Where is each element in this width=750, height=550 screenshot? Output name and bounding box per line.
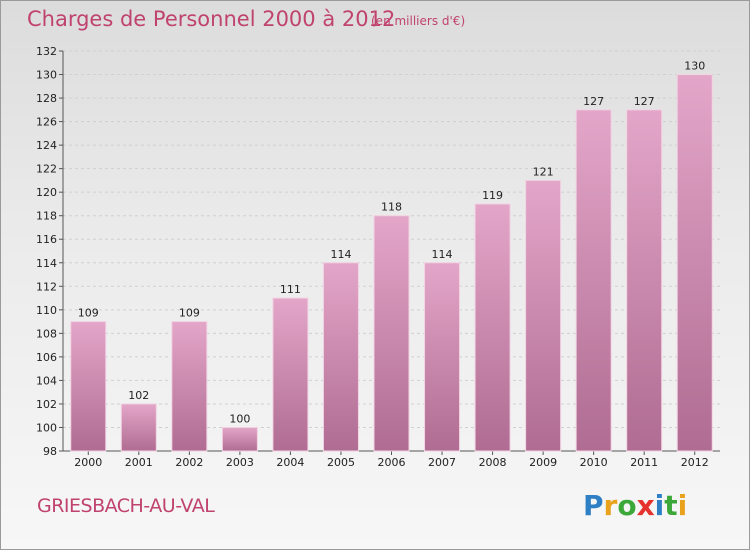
logo-letter: t — [664, 489, 678, 522]
logo-letter: i — [654, 489, 665, 522]
x-tick-label: 2004 — [276, 456, 304, 469]
chart-subtitle: (en milliers d'€) — [371, 14, 466, 28]
bar-2009[interactable] — [525, 179, 562, 452]
data-label: 127 — [634, 95, 655, 108]
bar-2002[interactable] — [171, 321, 208, 452]
data-label: 121 — [533, 165, 554, 178]
data-label: 127 — [583, 95, 604, 108]
y-tick-label: 120 — [36, 186, 57, 199]
y-tick-label: 114 — [36, 257, 57, 270]
x-tick-label: 2001 — [125, 456, 153, 469]
y-tick-label: 132 — [36, 45, 57, 58]
y-tick-label: 112 — [36, 280, 57, 293]
bar-2011[interactable] — [626, 109, 663, 452]
proxiti-logo[interactable]: Proxiti — [583, 489, 687, 522]
x-tick-label: 2006 — [378, 456, 406, 469]
y-tick-label: 116 — [36, 233, 57, 246]
bar-2003[interactable] — [221, 426, 258, 452]
bar-2004[interactable] — [272, 297, 309, 452]
data-label: 118 — [381, 201, 402, 214]
y-tick-label: 100 — [36, 421, 57, 434]
y-tick-label: 102 — [36, 398, 57, 411]
x-tick-label: 2011 — [630, 456, 658, 469]
data-label: 109 — [78, 307, 99, 320]
y-tick-label: 126 — [36, 116, 57, 129]
bar-2012[interactable] — [676, 74, 713, 452]
data-label: 111 — [280, 283, 301, 296]
x-tick-label: 2010 — [580, 456, 608, 469]
bar-2000[interactable] — [70, 321, 107, 452]
y-tick-label: 98 — [43, 445, 57, 458]
logo-letter: r — [603, 489, 618, 522]
logo-letter: x — [636, 489, 655, 522]
x-tick-label: 2012 — [681, 456, 709, 469]
data-label: 119 — [482, 189, 503, 202]
bar-2007[interactable] — [424, 262, 461, 452]
data-label: 100 — [229, 412, 250, 425]
x-tick-label: 2005 — [327, 456, 355, 469]
logo-letter: P — [583, 489, 604, 522]
chart-title: Charges de Personnel 2000 à 2012 — [27, 7, 396, 31]
bar-2001[interactable] — [120, 403, 157, 452]
y-tick-label: 118 — [36, 210, 57, 223]
x-tick-label: 2008 — [479, 456, 507, 469]
data-label: 114 — [432, 248, 453, 261]
y-tick-label: 122 — [36, 163, 57, 176]
x-tick-label: 2009 — [529, 456, 557, 469]
bar-2005[interactable] — [322, 262, 359, 452]
data-label: 102 — [128, 389, 149, 402]
place-name: GRIESBACH-AU-VAL — [37, 495, 215, 517]
data-label: 114 — [330, 248, 351, 261]
x-tick-label: 2000 — [74, 456, 102, 469]
axes: 98 100 102 104 106 108 110 112 114 116 118 120 122 12… — [36, 45, 720, 469]
y-tick-label: 124 — [36, 139, 57, 152]
y-tick-label: 130 — [36, 69, 57, 82]
bar-2008[interactable] — [474, 203, 511, 452]
bar-2006[interactable] — [373, 215, 410, 452]
data-label: 109 — [179, 307, 200, 320]
bars — [70, 74, 713, 452]
y-tick-label: 104 — [36, 374, 57, 387]
data-label: 130 — [684, 60, 705, 73]
y-tick-label: 106 — [36, 351, 57, 364]
logo-letter: o — [617, 489, 637, 522]
x-tick-label: 2007 — [428, 456, 456, 469]
x-tick-label: 2002 — [175, 456, 203, 469]
data-labels: 109 102 109 100 111 114 118 114 119 121 127 127 130 — [78, 60, 705, 426]
y-tick-label: 108 — [36, 327, 57, 340]
x-tick-label: 2003 — [226, 456, 254, 469]
y-tick-label: 110 — [36, 304, 57, 317]
bar-2010[interactable] — [575, 109, 612, 452]
y-tick-label: 128 — [36, 92, 57, 105]
logo-letter: i — [677, 489, 688, 522]
